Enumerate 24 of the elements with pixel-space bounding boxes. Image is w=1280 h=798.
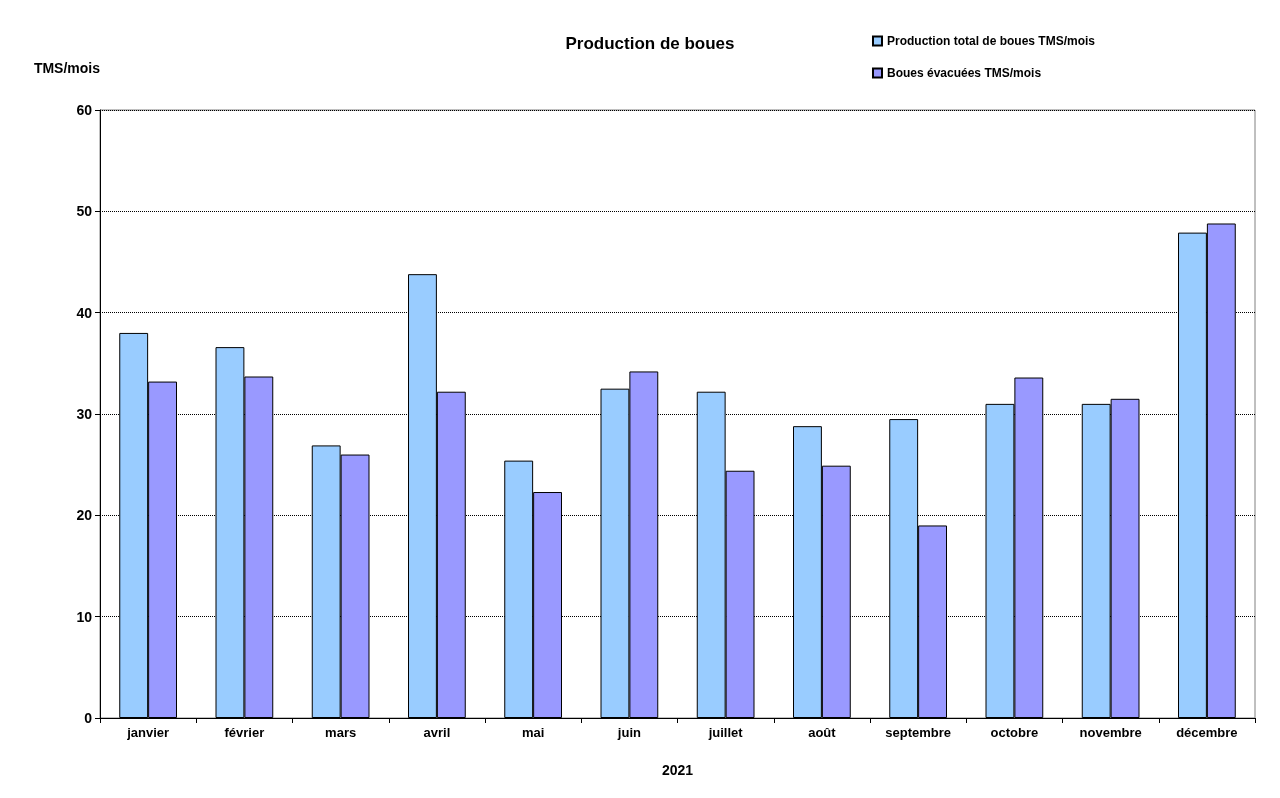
x-axis-title: 2021 [661,762,694,778]
x-tick-label: août [808,725,837,740]
x-tick-label: avril [423,725,451,740]
x-tick-label: juin [616,725,641,740]
x-tick-label: mars [325,725,357,740]
x-tick-label: octobre [990,725,1039,740]
y-tick-label: 10 [76,608,93,625]
y-tick-label: 0 [84,710,93,726]
x-tick-label: juillet [707,725,744,740]
y-tick-label: 30 [76,406,93,422]
y-axis-title: TMS/mois [33,60,101,76]
y-tick-label: 20 [76,507,93,524]
x-tick-label: mai [521,725,545,740]
x-tick-label: septembre [885,725,951,740]
y-tick-label: 40 [76,304,93,321]
x-tick-label: janvier [126,725,170,740]
legend-label: Boues évacuées TMS/mois [886,66,1042,80]
x-tick-label: février [224,725,265,740]
legend-label: Production total de boues TMS/mois [886,34,1096,48]
y-tick-label: 60 [76,102,93,118]
x-tick-label: novembre [1079,725,1142,740]
x-tick-label: décembre [1176,725,1238,740]
y-tick-label: 50 [76,203,93,220]
chart-title: Production de boues [565,34,735,53]
